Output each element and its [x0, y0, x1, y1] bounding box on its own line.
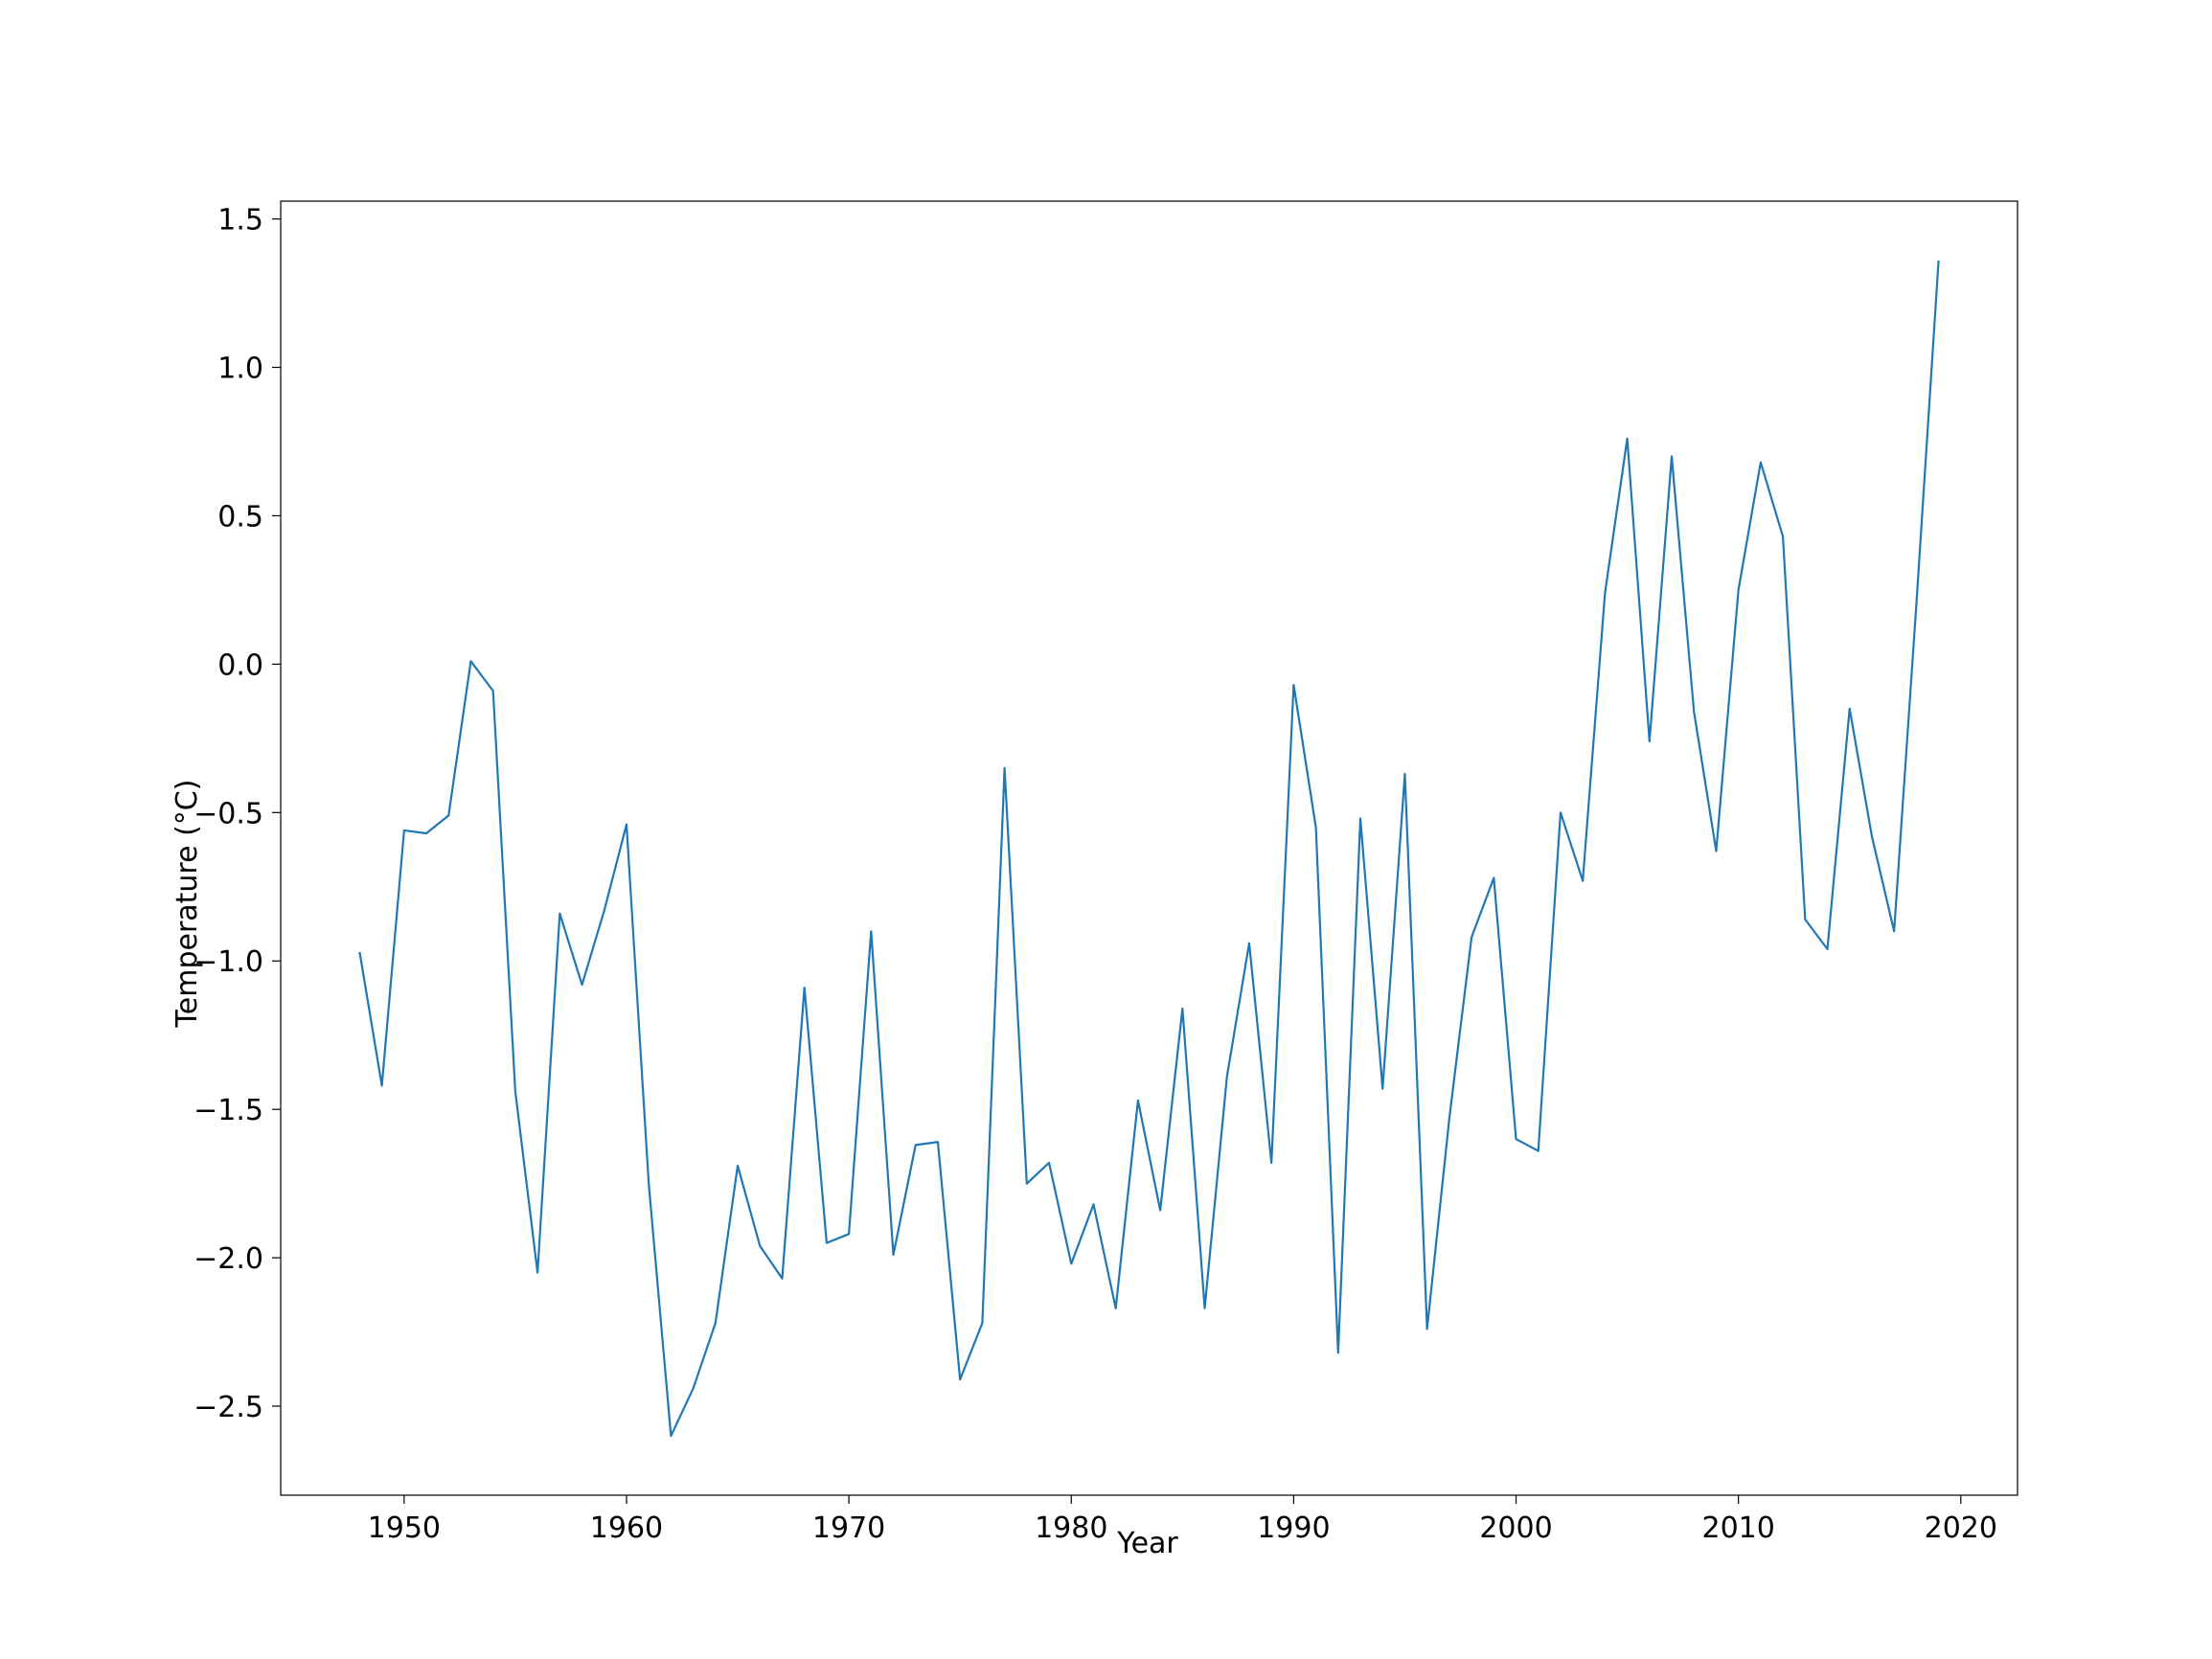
x-tick-label: 2000 [1479, 1511, 1552, 1545]
y-tick-label: −1.5 [194, 1094, 263, 1127]
y-tick-label: 1.0 [217, 352, 263, 386]
y-tick-label: 0.5 [217, 500, 263, 534]
y-axis-label: Temperature (°C) [171, 780, 204, 1029]
y-tick-label: −0.5 [194, 797, 263, 830]
x-axis-label: Year [1116, 1527, 1178, 1560]
x-axis-ticks: 1950 1960 1970 1980 1990 2000 2010 2020 [368, 1495, 1997, 1545]
x-tick-label: 2020 [1925, 1511, 1997, 1545]
y-tick-label: 1.5 [217, 204, 263, 238]
x-tick-label: 1970 [812, 1511, 885, 1545]
y-tick-label: 0.0 [217, 648, 263, 682]
plot-area [280, 200, 2018, 1496]
x-tick-label: 1960 [590, 1511, 663, 1545]
x-tick-label: 1980 [1035, 1511, 1107, 1545]
x-tick-label: 1950 [368, 1511, 441, 1545]
y-axis-ticks: −2.5 −2.0 −1.5 −1.0 −0.5 0.0 0.5 1.0 1.5 [194, 204, 281, 1424]
x-tick-label: 1990 [1257, 1511, 1330, 1545]
y-tick-label: −2.0 [194, 1242, 263, 1276]
y-tick-label: −1.0 [194, 945, 263, 979]
x-tick-label: 2010 [1701, 1511, 1774, 1545]
plot-frame [280, 200, 2018, 1496]
series-line-1 [358, 260, 1940, 1438]
y-tick-label: −2.5 [194, 1391, 263, 1424]
